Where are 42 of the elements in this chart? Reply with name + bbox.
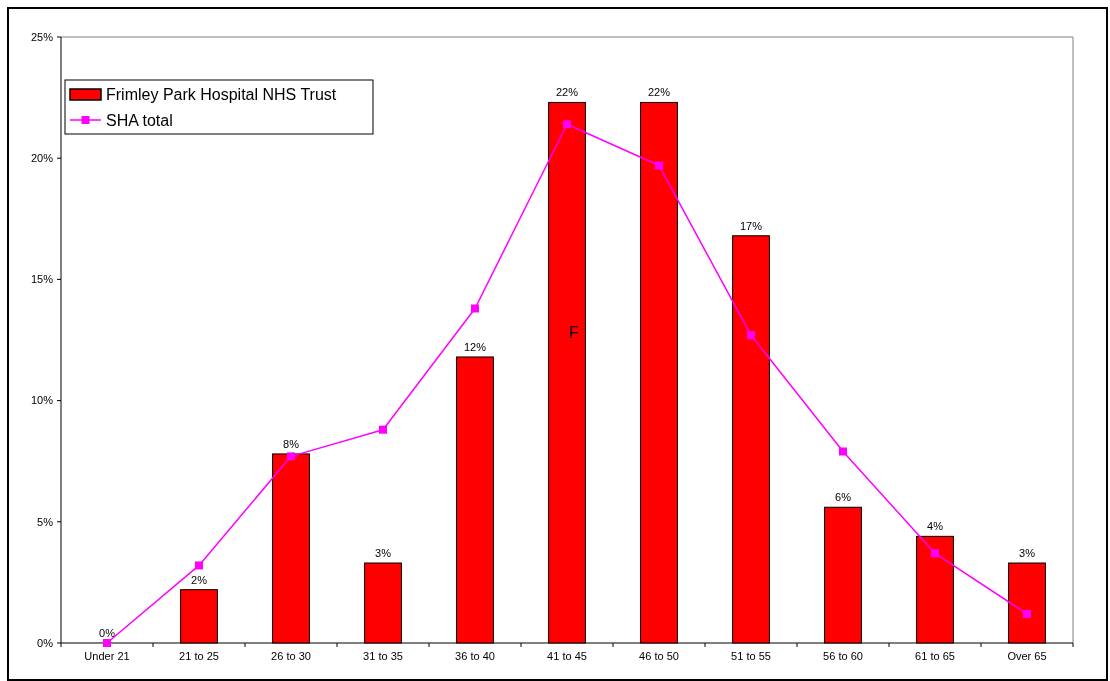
x-tick-label: 31 to 35: [363, 650, 403, 662]
y-tick-label: 0%: [37, 636, 54, 649]
x-tick-label: 26 to 30: [271, 650, 311, 662]
data-label: 12%: [463, 340, 487, 353]
point: [839, 447, 847, 456]
point: [103, 639, 111, 647]
data-label: 4%: [927, 520, 944, 533]
x-tick-label: 56 to 60: [823, 650, 863, 662]
point: [931, 549, 939, 558]
x-tick-label: 61 to 65: [915, 650, 955, 662]
y-tick-label: 5%: [37, 515, 54, 528]
point: [747, 331, 755, 340]
y-tick-label: 25%: [30, 30, 54, 43]
data-label: 22%: [647, 86, 671, 99]
point: [471, 304, 479, 313]
data-label: 3%: [1019, 547, 1036, 560]
y-tick-label: 15%: [30, 273, 54, 286]
point: [379, 425, 387, 434]
data-label: 6%: [835, 491, 852, 504]
point: [1023, 609, 1031, 618]
x-tick-label: 36 to 40: [455, 650, 495, 662]
point: [563, 120, 571, 129]
annotation: F: [569, 323, 580, 341]
y-tick-label: 10%: [30, 394, 54, 407]
x-tick-label: 21 to 25: [179, 650, 219, 662]
data-label: 2%: [191, 573, 208, 586]
legend-label: Frimley Park Hospital NHS Trust: [106, 85, 337, 103]
data-label: 8%: [283, 437, 300, 450]
x-tick-label: Under 21: [84, 650, 130, 662]
data-label: 3%: [375, 547, 392, 560]
legend-label: SHA total: [106, 111, 173, 129]
data-label: 22%: [555, 86, 579, 99]
x-tick-label: 46 to 50: [639, 650, 679, 662]
point: [195, 561, 203, 570]
x-tick-label: Over 65: [1007, 650, 1047, 662]
point: [655, 161, 663, 170]
x-tick-label: 41 to 45: [547, 650, 587, 662]
data-label: 0%: [99, 627, 116, 639]
y-tick-label: 20%: [30, 152, 54, 165]
point: [287, 452, 295, 461]
x-tick-label: 51 to 55: [731, 650, 771, 662]
data-label: 17%: [739, 219, 763, 232]
